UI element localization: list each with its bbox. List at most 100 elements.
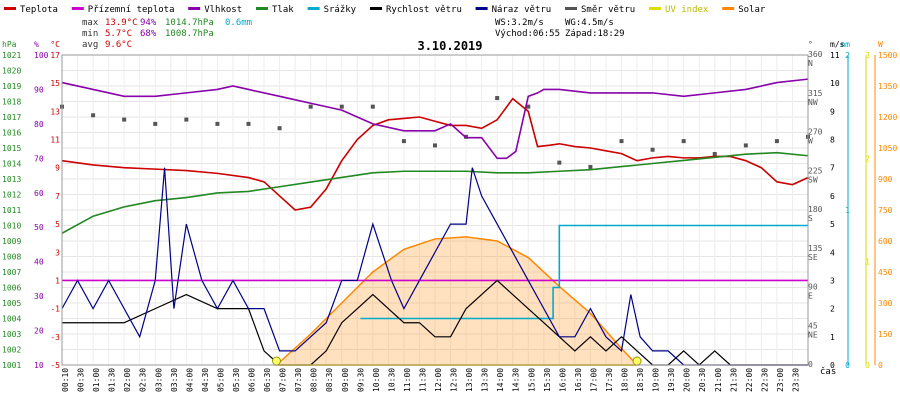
legend-swatch (475, 7, 488, 10)
w-tick-label: 300 (878, 299, 893, 308)
stat-max-temp: 13.9°C (105, 18, 138, 28)
x-tick-label: 13:00 (465, 368, 474, 392)
hpa-tick-label: 1008 (2, 253, 21, 262)
dir-tick-abbr: E (808, 292, 813, 301)
wind-direction-point (743, 143, 748, 148)
hpa-tick-label: 1002 (2, 346, 21, 355)
wind-direction-point (557, 160, 562, 165)
legend-swatch (370, 7, 382, 10)
x-tick-label: 16:00 (558, 368, 567, 392)
hpa-tick-label: 1006 (2, 284, 21, 293)
uv-tick-label: 1 (865, 258, 870, 267)
x-tick-label: 03:00 (154, 368, 163, 392)
legend-swatch (565, 7, 577, 10)
hpa-tick-label: 1019 (2, 82, 21, 91)
dir-tick-abbr: W (808, 137, 813, 146)
wind-direction-point (370, 104, 375, 109)
pct-unit: % (34, 40, 39, 49)
wind-direction-point (153, 121, 158, 126)
hpa-tick-label: 1021 (2, 51, 21, 60)
ms-tick-label: 7 (830, 164, 835, 173)
stat-min-press: 1008.7hPa (165, 29, 214, 39)
wind-direction-point (588, 164, 593, 169)
w-tick-label: 1350 (878, 82, 897, 91)
hpa-tick-label: 1001 (2, 361, 21, 370)
wind-gust-info: WG:4.5m/s (565, 18, 614, 28)
x-tick-label: 03:30 (170, 368, 179, 392)
hpa-tick-label: 1004 (2, 315, 21, 324)
x-tick-label: 18:30 (636, 368, 645, 392)
hpa-tick-label: 1015 (2, 144, 21, 153)
wind-direction-point (619, 139, 624, 144)
ms-tick-label: 4 (830, 248, 835, 257)
stat-max-hum: 94% (140, 18, 157, 28)
mm-unit: mm (840, 40, 850, 49)
x-tick-label: 02:00 (123, 368, 132, 392)
wind-direction-point (339, 104, 344, 109)
plot-border (61, 54, 809, 366)
hpa-tick-label: 1011 (2, 206, 21, 215)
x-tick-label: 00:10 (61, 368, 70, 392)
ms-unit: m/s (830, 40, 845, 49)
ms-tick-label: 10 (830, 79, 840, 88)
hpa-tick-label: 1012 (2, 191, 21, 200)
wind-direction-point (433, 143, 437, 148)
legend-swatch (188, 7, 201, 10)
wind-direction-point (91, 113, 96, 118)
w-tick-label: 1500 (878, 51, 897, 60)
w-tick-label: 1050 (878, 144, 897, 153)
legend-label: Rychlost větru (386, 5, 462, 15)
ms-tick-label: 6 (830, 192, 835, 201)
stat-max-label: max (82, 18, 99, 28)
degc-tick-label: -1 (50, 305, 60, 314)
stat-min-temp: 5.7°C (105, 29, 132, 39)
x-tick-label: 11:30 (418, 368, 427, 392)
x-tick-label: 19:00 (652, 368, 661, 392)
legend-label: Srážky (324, 5, 357, 15)
x-tick-label: 01:30 (108, 368, 117, 392)
x-tick-label: 20:00 (683, 368, 692, 392)
stat-min-hum: 68% (140, 29, 157, 39)
uv-tick-label: 3 (865, 51, 870, 60)
dir-tick-label: 315 (808, 89, 823, 98)
hpa-tick-label: 1007 (2, 268, 21, 277)
dir-tick-label: 270 (808, 128, 823, 137)
degc-tick-label: 15 (50, 79, 60, 88)
x-tick-label: 06:00 (248, 368, 257, 392)
x-tick-label: 21:00 (714, 368, 723, 392)
x-tick-label: 22:00 (745, 368, 754, 392)
wind-direction-point (277, 126, 282, 131)
legend-swatch (256, 7, 268, 10)
stats-panel: max 13.9°C 94% 1014.7hPa 0.6mm min 5.7°C… (82, 18, 625, 50)
x-tick-label: 08:30 (325, 368, 334, 392)
x-tick-label: 15:00 (527, 368, 536, 392)
x-tick-label: 21:30 (729, 368, 738, 392)
x-tick-label: 01:00 (92, 368, 101, 392)
degc-tick-label: 5 (55, 220, 60, 229)
w-unit: W (878, 40, 883, 49)
wind-direction-point (712, 152, 717, 157)
stat-max-press: 1014.7hPa (165, 18, 214, 28)
x-tick-label: 12:00 (434, 368, 443, 392)
x-tick-label: 05:00 (216, 368, 225, 392)
uv-marker (632, 356, 642, 366)
legend-swatch (4, 7, 16, 10)
series-teplota (61, 97, 809, 211)
ms-tick-label: 8 (830, 136, 835, 145)
legend-swatch (649, 7, 661, 10)
x-tick-label: 08:00 (310, 368, 319, 392)
w-tick-label: 900 (878, 175, 893, 184)
degc-tick-label: 17 (50, 51, 60, 60)
stat-min-label: min (82, 29, 98, 39)
x-tick-label: 14:00 (496, 368, 505, 392)
hpa-tick-label: 1013 (2, 175, 21, 184)
wind-direction-point (401, 139, 406, 144)
series-solar (274, 236, 639, 366)
x-tick-label: 12:30 (450, 368, 459, 392)
degc-tick-label: 7 (55, 192, 60, 201)
hpa-tick-label: 1009 (2, 237, 21, 246)
wind-direction-point (774, 139, 779, 144)
x-tick-label: 19:30 (667, 368, 676, 392)
w-tick-label: 600 (878, 237, 893, 246)
